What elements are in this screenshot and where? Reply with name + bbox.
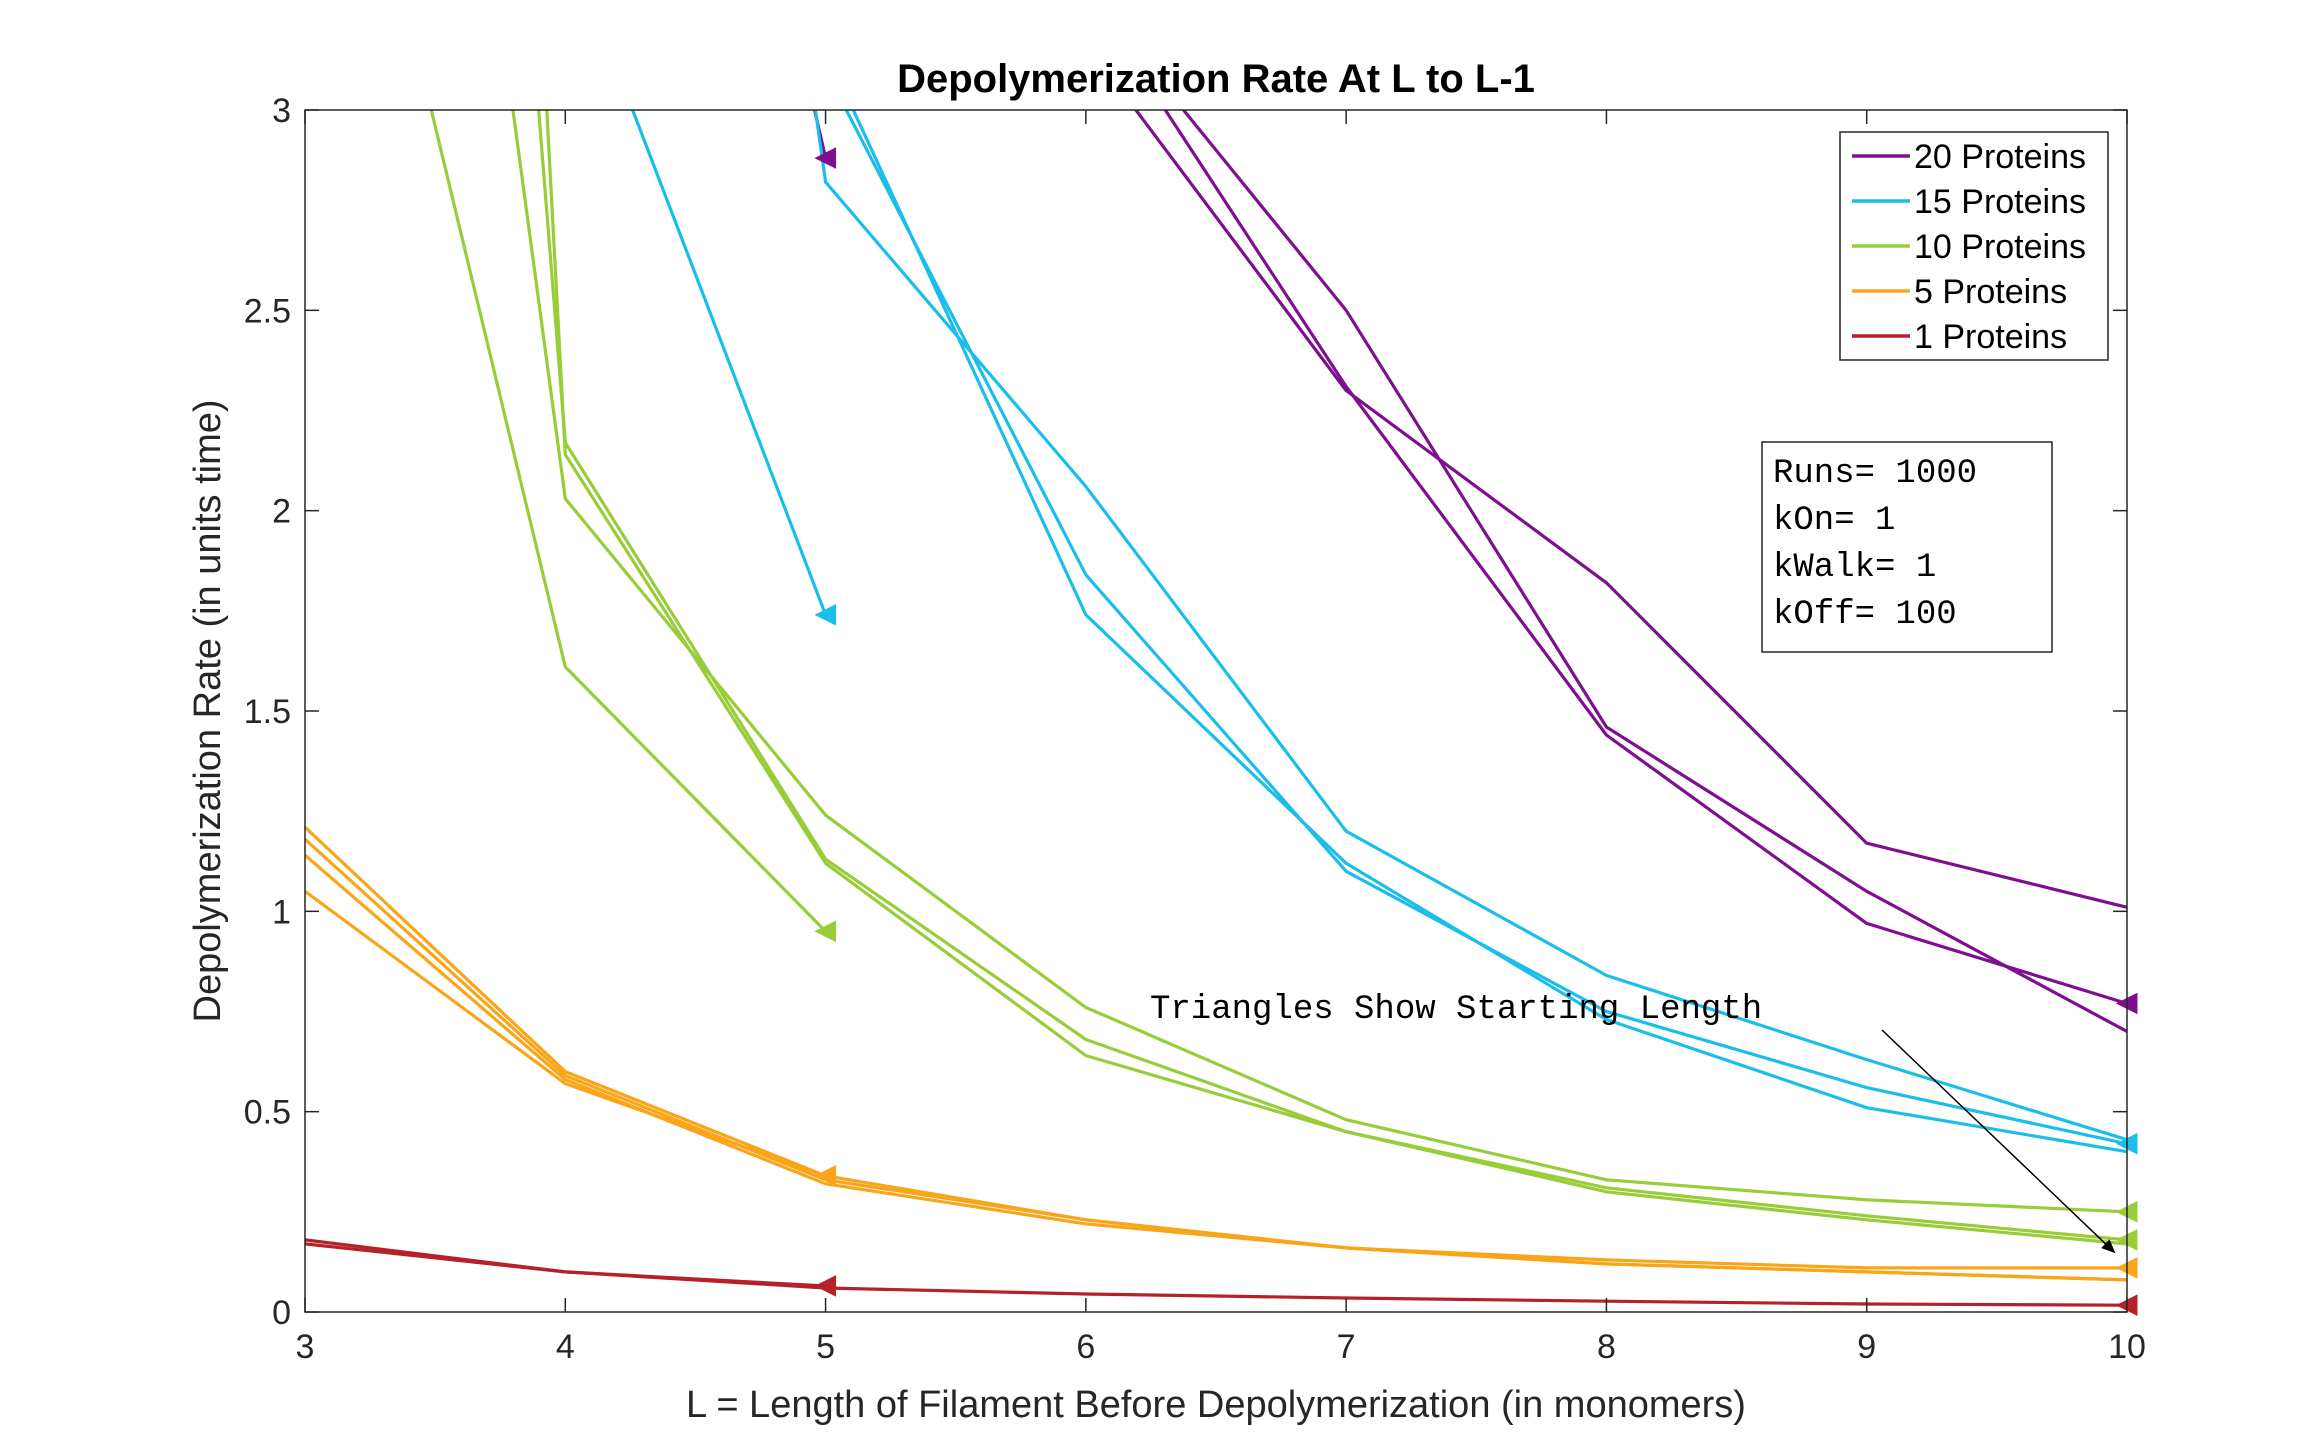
legend-label: 5 Proteins	[1914, 273, 2067, 311]
series-line-20-proteins	[1133, 110, 2127, 909]
x-tick-label: 7	[1337, 1328, 1356, 1366]
chart-title: Depolymerization Rate At L to L-1	[897, 57, 1535, 101]
series-line-10-proteins	[429, 110, 827, 933]
params-kwalk: kWalk= 1	[1773, 549, 1936, 587]
params-runs: Runs= 1000	[1773, 455, 1977, 493]
series-line-20-proteins	[1181, 110, 2127, 1033]
tick-layer: 3 4 5 6 7 8 9 10 0 0.5 1 1.5 2 2.5 3	[244, 92, 2146, 1366]
series-line-15-proteins	[630, 110, 828, 616]
legend-label: 10 Proteins	[1914, 228, 2086, 266]
legend-label: 20 Proteins	[1914, 138, 2086, 176]
params-kon: kOn= 1	[1773, 502, 1895, 540]
start-marker-20-proteins	[814, 147, 837, 169]
series-line-1-proteins	[305, 1242, 826, 1288]
y-tick-label: 3	[272, 92, 291, 130]
series-line-10-proteins	[537, 110, 2127, 1242]
x-tick-label: 9	[1857, 1328, 1876, 1366]
series-line-10-proteins	[511, 110, 2127, 1214]
annotation-text: Triangles Show Starting Length	[1150, 991, 1762, 1029]
start-marker-15-proteins	[814, 604, 837, 626]
series-line-15-proteins	[844, 110, 2127, 1146]
series-layer	[305, 110, 2127, 1307]
x-axis-label: L = Length of Filament Before Depolymeri…	[686, 1384, 1746, 1426]
start-marker-10-proteins	[814, 920, 837, 943]
y-tick-label: 2.5	[244, 292, 291, 330]
series-line-15-proteins	[813, 110, 2127, 1142]
y-tick-label: 0.5	[244, 1094, 291, 1132]
series-line-5-proteins	[305, 826, 2127, 1270]
legend: 20 Proteins 15 Proteins 10 Proteins 5 Prote…	[1839, 131, 2109, 361]
y-tick-label: 1.5	[244, 693, 291, 731]
start-marker-1-proteins	[814, 1275, 837, 1297]
params-box: Runs= 1000 kOn= 1 kWalk= 1 kOff= 100	[1761, 441, 2053, 653]
x-tick-label: 6	[1076, 1328, 1095, 1366]
x-tick-label: 4	[556, 1328, 575, 1366]
y-tick-label: 1	[272, 893, 291, 931]
params-box-frame	[1761, 441, 2053, 653]
params-koff: kOff= 100	[1773, 596, 1957, 634]
y-axis-label: Depolymerization Rate (in units time)	[187, 399, 229, 1022]
annotation-arrow	[1881, 1029, 2116, 1254]
series-line-15-proteins	[851, 110, 2127, 1154]
y-tick-label: 2	[272, 493, 291, 531]
series-line-20-proteins	[1163, 110, 2127, 1006]
series-line-5-proteins	[305, 890, 827, 1178]
x-tick-label: 10	[2108, 1328, 2146, 1366]
series-line-5-proteins	[305, 853, 2127, 1282]
x-tick-label: 8	[1597, 1328, 1616, 1366]
legend-items: 20 Proteins 15 Proteins 10 Proteins 5 Prote…	[1852, 138, 2086, 356]
series-line-10-proteins	[545, 110, 2127, 1246]
legend-label: 15 Proteins	[1914, 183, 2086, 221]
y-tick-label: 0	[272, 1294, 291, 1332]
start-marker-5-proteins	[814, 1164, 837, 1187]
x-tick-label: 5	[816, 1328, 835, 1366]
legend-label: 1 Proteins	[1914, 318, 2067, 356]
x-tick-label: 3	[296, 1328, 315, 1366]
